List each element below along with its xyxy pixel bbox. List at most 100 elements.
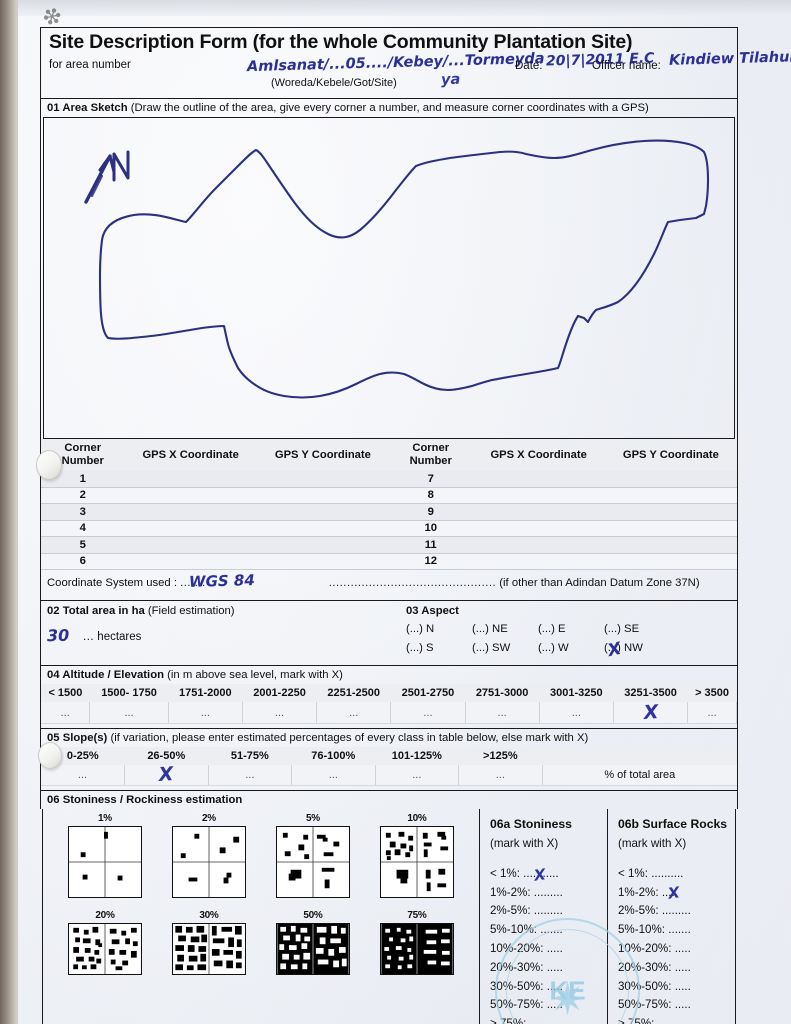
for-area-number-label: for area number [49, 59, 131, 72]
aspect-checkbox[interactable]: (...) [603, 641, 621, 654]
gps-x-input[interactable] [124, 487, 257, 505]
altitude-cell[interactable]: ... [242, 702, 318, 724]
surface-rocks-option-lt1[interactable]: < 1%: .......... [618, 865, 729, 884]
aspect-checkbox[interactable]: (...) [405, 623, 423, 636]
aspect-option-w[interactable]: (...) W [538, 639, 604, 658]
coordinate-table-header-row: Corner Number GPS X Coordinate GPS Y Coo… [41, 439, 737, 471]
slope-total-label: % of total area [542, 764, 737, 787]
gps-x-input[interactable] [124, 520, 257, 538]
surface-rocks-option-1-2[interactable]: 1%-2%: .... X [618, 883, 729, 903]
aspect-label: SW [492, 641, 511, 654]
stoniness-option-2-5[interactable]: 2%-5%: ......... [490, 902, 601, 921]
stoniness-option-1-2[interactable]: 1%-2%: ......... [490, 884, 601, 903]
surface-rocks-option-50-75[interactable]: 50%-75%: ..... [618, 996, 729, 1015]
surface-rocks-option-20-30[interactable]: 20%-30%: ..... [618, 959, 729, 978]
gps-y-input[interactable] [256, 553, 389, 571]
aspect-option-ne[interactable]: (...) NE [472, 620, 538, 639]
table-row[interactable]: 4 10 [41, 520, 737, 538]
aspect-option-sw[interactable]: (...) SW [472, 639, 538, 658]
stoniness-figure-75pct: 75% [379, 910, 454, 976]
altitude-cell[interactable]: ... [390, 702, 466, 724]
gps-y-input[interactable] [604, 553, 737, 571]
aspect-checkbox[interactable]: (...) [471, 641, 489, 654]
altitude-cell-marked[interactable]: X [613, 701, 689, 724]
aspect-option-se[interactable]: (...) SE [604, 620, 670, 639]
stoniness-option-50-75[interactable]: 50%-75%: ..... [490, 996, 601, 1015]
area-sketch-canvas[interactable] [43, 117, 735, 440]
aspect-checkbox[interactable]: (...) [537, 623, 555, 636]
gps-x-input[interactable] [124, 470, 257, 488]
gps-y-input[interactable] [256, 536, 389, 554]
slope-cell-marked[interactable]: X [124, 763, 209, 787]
surface-rocks-option-10-20[interactable]: 10%-20%: ..... [618, 940, 729, 959]
aspect-checkbox[interactable]: (...) [471, 623, 489, 636]
aspect-option-e[interactable]: (...) E [538, 620, 604, 639]
aspect-options: (...) N (...) NE (...) E (...) [406, 620, 737, 661]
altitude-cell[interactable]: ... [539, 702, 614, 724]
gps-x-input[interactable] [472, 470, 605, 488]
altitude-cell[interactable]: ... [687, 702, 737, 724]
option-label: 50%-75%: [489, 998, 544, 1012]
gps-x-input[interactable] [472, 536, 605, 554]
gps-y-input[interactable] [604, 470, 737, 488]
slope-cell[interactable]: ... [458, 764, 543, 787]
gps-x-input[interactable] [472, 520, 605, 538]
altitude-cell[interactable]: ... [168, 702, 243, 724]
stoniness-option-lt1[interactable]: < 1%: ........... X [490, 865, 601, 884]
stoniness-option-20-30[interactable]: 20%-30%: ..... [490, 959, 601, 978]
section-04-title: Altitude / Elevation [62, 669, 164, 682]
surface-rocks-option-5-10[interactable]: 5%-10%: ....... [618, 921, 729, 940]
gps-x-input[interactable] [472, 487, 605, 505]
gps-y-input[interactable] [604, 520, 737, 538]
altitude-cell[interactable]: ... [41, 702, 91, 724]
altitude-cell[interactable]: ... [89, 702, 169, 724]
table-row[interactable]: 6 12 [41, 553, 737, 571]
slope-cell[interactable]: ... [375, 764, 460, 787]
stoniness-option-30-50[interactable]: 30%-50%: ..... [490, 978, 601, 997]
altitude-cell[interactable]: ... [465, 702, 540, 724]
section-01-number: 01 [47, 102, 60, 115]
table-row[interactable]: 2 8 [41, 487, 737, 505]
aspect-checkbox[interactable]: (...) [537, 641, 555, 654]
gps-y-input[interactable] [256, 520, 389, 538]
table-row[interactable]: 3 9 [41, 503, 737, 521]
altitude-cell[interactable]: ... [316, 702, 392, 724]
coordinate-system-value[interactable]: WGS 84 [188, 571, 256, 591]
stoniness-option-gt75[interactable]: > 75%: [490, 1015, 601, 1024]
stoniness-option-10-20[interactable]: 10%-20%: ..... [490, 940, 601, 959]
slope-cell[interactable]: ... [291, 764, 376, 787]
gps-y-input[interactable] [256, 470, 389, 488]
total-area-field[interactable]: 30 ... hectares [47, 626, 396, 646]
total-area-value[interactable]: 30 [46, 625, 70, 646]
aspect-option-nw[interactable]: (...) NW X [603, 639, 670, 661]
surface-rocks-option-2-5[interactable]: 2%-5%: ......... [618, 902, 729, 921]
aspect-option-n[interactable]: (...) N [406, 620, 472, 639]
gps-x-input[interactable] [124, 503, 257, 521]
gps-x-input[interactable] [124, 553, 257, 571]
figure-caption: 5% [306, 813, 320, 825]
slope-class-header: 76-100% [291, 746, 376, 765]
aspect-checkbox[interactable]: (...) [405, 641, 423, 654]
slope-cell[interactable]: ... E [41, 758, 126, 787]
gps-x-input[interactable] [472, 553, 605, 571]
gps-y-input[interactable] [604, 503, 737, 521]
officer-name-label: Officer name: [592, 60, 661, 73]
table-row[interactable]: 5 11 [41, 536, 737, 554]
aspect-option-s[interactable]: (...) S [406, 639, 472, 658]
gps-x-input[interactable] [124, 536, 257, 554]
altitude-table: < 1500 1500- 1750 1751-2000 2001-2250 22… [41, 684, 737, 724]
aspect-checkbox[interactable]: (...) [603, 623, 621, 636]
table-row[interactable]: 1 7 [41, 470, 737, 488]
stoniness-checklists: 06a Stoniness (mark with X) < 1%: ......… [478, 809, 735, 1024]
stoniness-option-5-10[interactable]: 5%-10%: ....... [490, 921, 601, 940]
gps-y-input[interactable] [256, 503, 389, 521]
surface-rocks-option-30-50[interactable]: 30%-50%: ..... [618, 978, 729, 997]
surface-rocks-option-gt75[interactable]: > 75%: [618, 1015, 729, 1024]
gps-y-input[interactable] [256, 487, 389, 505]
area-number-value[interactable]: Amlsanat/...05..../Kebey/...Tormeyda [246, 51, 545, 76]
gps-y-input[interactable] [604, 536, 737, 554]
gps-y-input[interactable] [604, 487, 737, 505]
gps-x-input[interactable] [472, 503, 605, 521]
slope-cell[interactable]: ... [208, 764, 293, 787]
figure-caption: 50% [303, 910, 323, 922]
